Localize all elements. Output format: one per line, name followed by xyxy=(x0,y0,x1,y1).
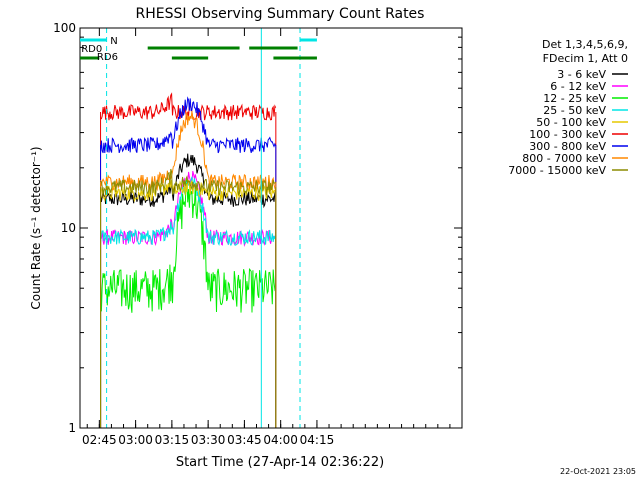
series-line xyxy=(100,176,277,428)
footer-date: 22-Oct-2021 23:05 xyxy=(560,467,636,476)
legend-label: 6 - 12 keV xyxy=(550,80,606,93)
flag-label: RD0 xyxy=(81,44,102,55)
legend-label: 300 - 800 keV xyxy=(529,140,606,153)
x-tick-label: 03:45 xyxy=(227,433,262,447)
legend-header-line-1: Det 1,3,4,5,6,9, xyxy=(542,38,628,51)
series-line xyxy=(100,178,277,428)
legend-label: 25 - 50 keV xyxy=(543,104,606,117)
x-axis: 02:45 03:00 03:15 03:30 03:45 04:00 04:15 xyxy=(82,28,463,447)
y-axis-label: Count Rate (s⁻¹ detector⁻¹) xyxy=(29,146,43,309)
y-tick-label: 100 xyxy=(53,21,76,35)
x-tick-label: 04:15 xyxy=(300,433,335,447)
x-tick-label: 03:30 xyxy=(191,433,226,447)
x-tick-label: 02:45 xyxy=(82,433,117,447)
series-path xyxy=(100,92,277,121)
flag-label: N xyxy=(110,36,117,47)
series-path xyxy=(100,176,277,247)
legend-label: 12 - 25 keV xyxy=(543,92,606,105)
series-line xyxy=(100,168,277,428)
x-tick-label: 03:15 xyxy=(155,433,190,447)
series-path xyxy=(100,168,277,197)
legend-header-line-2: FDecim 1, Att 0 xyxy=(543,52,628,65)
legend: Det 1,3,4,5,6,9, FDecim 1, Att 0 3 - 6 k… xyxy=(508,38,628,177)
series-line xyxy=(100,170,277,428)
legend-label: 50 - 100 keV xyxy=(536,116,606,129)
y-tick-label: 10 xyxy=(61,221,76,235)
x-tick-label: 03:00 xyxy=(118,433,153,447)
series-path xyxy=(100,178,277,313)
series-path xyxy=(100,176,277,203)
series-path xyxy=(100,111,277,192)
flag-label: RD6 xyxy=(97,52,118,63)
legend-label: 3 - 6 keV xyxy=(557,68,606,81)
y-axis: 1 10 100 xyxy=(53,21,462,435)
series-path xyxy=(100,96,277,154)
x-tick-label: 04:00 xyxy=(263,433,298,447)
x-axis-label: Start Time (27-Apr-14 02:36:22) xyxy=(176,455,384,470)
series-line xyxy=(100,176,277,428)
y-tick-label: 1 xyxy=(68,421,76,435)
series-line xyxy=(100,96,277,428)
series-path xyxy=(100,153,276,209)
legend-label: 100 - 300 keV xyxy=(529,128,606,141)
legend-label: 7000 - 15000 keV xyxy=(508,164,606,177)
plot-frame xyxy=(79,27,463,429)
plot-area xyxy=(79,28,301,428)
chart-title: RHESSI Observing Summary Count Rates xyxy=(136,6,425,22)
legend-label: 800 - 7000 keV xyxy=(522,152,606,165)
